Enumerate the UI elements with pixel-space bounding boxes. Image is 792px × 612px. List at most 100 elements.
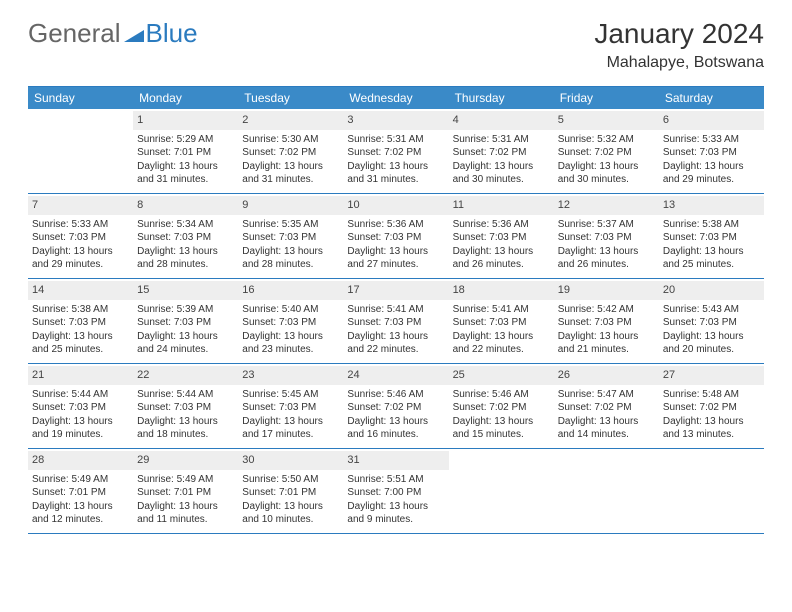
- day-cell: 20Sunrise: 5:43 AMSunset: 7:03 PMDayligh…: [659, 279, 764, 363]
- info-day2: and 28 minutes.: [242, 258, 339, 272]
- info-day2: and 27 minutes.: [347, 258, 444, 272]
- day-number: [449, 451, 554, 470]
- info-day2: and 20 minutes.: [663, 343, 760, 357]
- day-number: 25: [449, 366, 554, 385]
- day-cell: 16Sunrise: 5:40 AMSunset: 7:03 PMDayligh…: [238, 279, 343, 363]
- info-sunset: Sunset: 7:00 PM: [347, 486, 444, 500]
- day-cell: 26Sunrise: 5:47 AMSunset: 7:02 PMDayligh…: [554, 364, 659, 448]
- day-number: 30: [238, 451, 343, 470]
- info-sunset: Sunset: 7:03 PM: [32, 316, 129, 330]
- info-sunset: Sunset: 7:02 PM: [453, 146, 550, 160]
- info-day1: Daylight: 13 hours: [32, 500, 129, 514]
- day-cell: 13Sunrise: 5:38 AMSunset: 7:03 PMDayligh…: [659, 194, 764, 278]
- day-cell: 19Sunrise: 5:42 AMSunset: 7:03 PMDayligh…: [554, 279, 659, 363]
- info-sunrise: Sunrise: 5:31 AM: [347, 133, 444, 147]
- info-sunset: Sunset: 7:03 PM: [663, 316, 760, 330]
- month-title: January 2024: [594, 18, 764, 50]
- info-sunset: Sunset: 7:03 PM: [242, 231, 339, 245]
- day-cell: 10Sunrise: 5:36 AMSunset: 7:03 PMDayligh…: [343, 194, 448, 278]
- info-day2: and 25 minutes.: [663, 258, 760, 272]
- info-day2: and 29 minutes.: [663, 173, 760, 187]
- info-day2: and 12 minutes.: [32, 513, 129, 527]
- info-sunrise: Sunrise: 5:49 AM: [32, 473, 129, 487]
- day-cell: 6Sunrise: 5:33 AMSunset: 7:03 PMDaylight…: [659, 109, 764, 193]
- info-sunrise: Sunrise: 5:32 AM: [558, 133, 655, 147]
- day-header-sunday: Sunday: [28, 87, 133, 109]
- info-day1: Daylight: 13 hours: [663, 160, 760, 174]
- day-cell: 15Sunrise: 5:39 AMSunset: 7:03 PMDayligh…: [133, 279, 238, 363]
- day-number: 19: [554, 281, 659, 300]
- info-day1: Daylight: 13 hours: [32, 245, 129, 259]
- week-row: 21Sunrise: 5:44 AMSunset: 7:03 PMDayligh…: [28, 364, 764, 449]
- day-cell: 9Sunrise: 5:35 AMSunset: 7:03 PMDaylight…: [238, 194, 343, 278]
- info-sunset: Sunset: 7:03 PM: [137, 231, 234, 245]
- day-number: 29: [133, 451, 238, 470]
- info-day1: Daylight: 13 hours: [663, 415, 760, 429]
- day-number: 6: [659, 111, 764, 130]
- day-cell: 17Sunrise: 5:41 AMSunset: 7:03 PMDayligh…: [343, 279, 448, 363]
- info-day2: and 26 minutes.: [453, 258, 550, 272]
- day-cell: 31Sunrise: 5:51 AMSunset: 7:00 PMDayligh…: [343, 449, 448, 533]
- day-cell: 25Sunrise: 5:46 AMSunset: 7:02 PMDayligh…: [449, 364, 554, 448]
- day-cell: 5Sunrise: 5:32 AMSunset: 7:02 PMDaylight…: [554, 109, 659, 193]
- info-day1: Daylight: 13 hours: [242, 415, 339, 429]
- info-day2: and 29 minutes.: [32, 258, 129, 272]
- info-sunset: Sunset: 7:03 PM: [558, 316, 655, 330]
- logo-text-blue: Blue: [146, 18, 198, 49]
- info-sunset: Sunset: 7:03 PM: [558, 231, 655, 245]
- info-day1: Daylight: 13 hours: [32, 330, 129, 344]
- title-block: January 2024 Mahalapye, Botswana: [594, 18, 764, 72]
- info-sunrise: Sunrise: 5:31 AM: [453, 133, 550, 147]
- day-number: 12: [554, 196, 659, 215]
- info-day1: Daylight: 13 hours: [347, 245, 444, 259]
- info-day1: Daylight: 13 hours: [663, 245, 760, 259]
- info-day2: and 22 minutes.: [347, 343, 444, 357]
- info-sunrise: Sunrise: 5:44 AM: [32, 388, 129, 402]
- day-cell: 2Sunrise: 5:30 AMSunset: 7:02 PMDaylight…: [238, 109, 343, 193]
- info-sunset: Sunset: 7:03 PM: [453, 316, 550, 330]
- day-number: [28, 111, 133, 130]
- day-cell: [554, 449, 659, 533]
- info-day1: Daylight: 13 hours: [347, 500, 444, 514]
- info-day2: and 31 minutes.: [137, 173, 234, 187]
- day-number: 22: [133, 366, 238, 385]
- info-sunrise: Sunrise: 5:30 AM: [242, 133, 339, 147]
- info-sunrise: Sunrise: 5:35 AM: [242, 218, 339, 232]
- info-day2: and 22 minutes.: [453, 343, 550, 357]
- day-number: 26: [554, 366, 659, 385]
- info-day2: and 19 minutes.: [32, 428, 129, 442]
- day-header-thursday: Thursday: [449, 87, 554, 109]
- info-day2: and 17 minutes.: [242, 428, 339, 442]
- info-day1: Daylight: 13 hours: [137, 500, 234, 514]
- info-day1: Daylight: 13 hours: [347, 415, 444, 429]
- info-sunrise: Sunrise: 5:36 AM: [347, 218, 444, 232]
- info-sunset: Sunset: 7:03 PM: [347, 231, 444, 245]
- day-cell: [28, 109, 133, 193]
- info-sunset: Sunset: 7:02 PM: [453, 401, 550, 415]
- info-sunset: Sunset: 7:02 PM: [663, 401, 760, 415]
- info-sunset: Sunset: 7:02 PM: [347, 146, 444, 160]
- info-day2: and 23 minutes.: [242, 343, 339, 357]
- info-sunset: Sunset: 7:01 PM: [137, 146, 234, 160]
- info-sunrise: Sunrise: 5:44 AM: [137, 388, 234, 402]
- info-day1: Daylight: 13 hours: [242, 160, 339, 174]
- day-header-row: Sunday Monday Tuesday Wednesday Thursday…: [28, 87, 764, 109]
- info-day2: and 26 minutes.: [558, 258, 655, 272]
- info-day2: and 18 minutes.: [137, 428, 234, 442]
- info-day1: Daylight: 13 hours: [242, 245, 339, 259]
- info-day2: and 11 minutes.: [137, 513, 234, 527]
- day-header-saturday: Saturday: [659, 87, 764, 109]
- info-day1: Daylight: 13 hours: [347, 330, 444, 344]
- day-number: [659, 451, 764, 470]
- day-number: 2: [238, 111, 343, 130]
- day-header-tuesday: Tuesday: [238, 87, 343, 109]
- day-cell: [449, 449, 554, 533]
- day-number: 27: [659, 366, 764, 385]
- info-day1: Daylight: 13 hours: [137, 160, 234, 174]
- day-cell: 30Sunrise: 5:50 AMSunset: 7:01 PMDayligh…: [238, 449, 343, 533]
- day-cell: 27Sunrise: 5:48 AMSunset: 7:02 PMDayligh…: [659, 364, 764, 448]
- info-day2: and 9 minutes.: [347, 513, 444, 527]
- day-number: 1: [133, 111, 238, 130]
- day-number: 7: [28, 196, 133, 215]
- info-sunrise: Sunrise: 5:50 AM: [242, 473, 339, 487]
